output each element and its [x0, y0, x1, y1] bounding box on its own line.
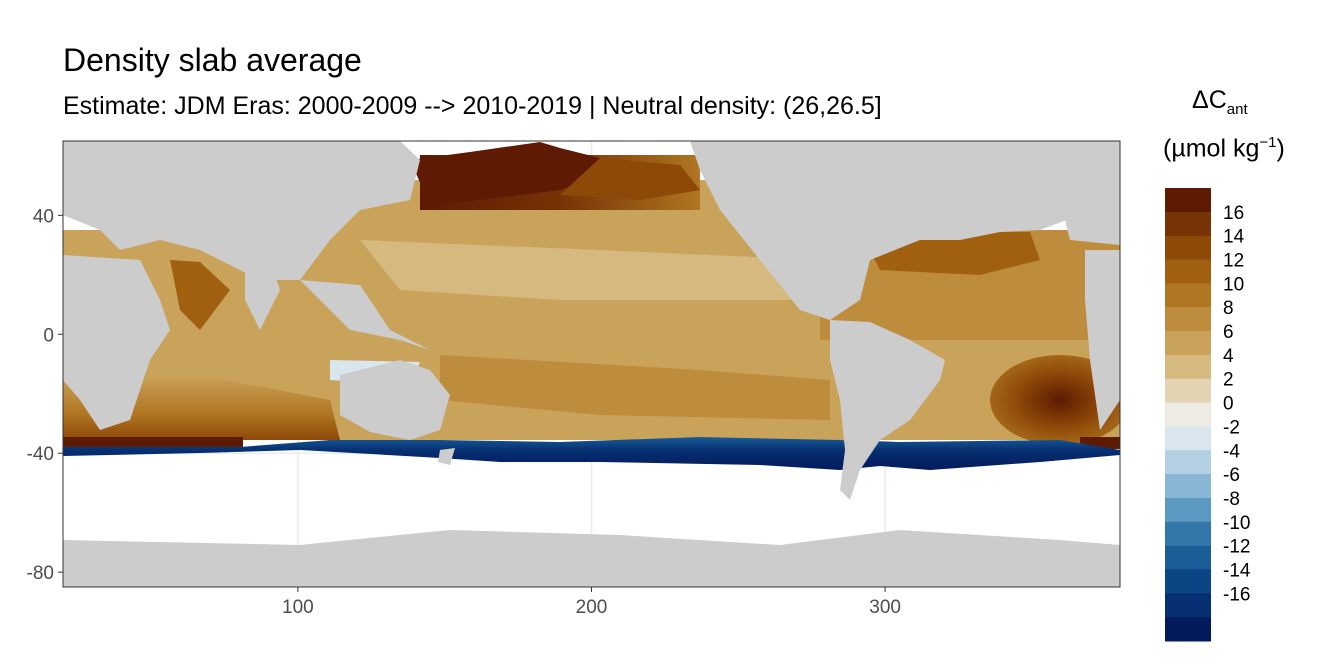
equatorial-band	[460, 300, 830, 350]
south-america-land	[830, 320, 945, 500]
north-america-land	[690, 141, 1120, 320]
tasmania-land	[438, 448, 455, 465]
africa-land	[63, 255, 170, 430]
legend-units-exponent: −1	[1259, 134, 1277, 151]
eurasia-land	[63, 141, 420, 280]
legend-label: 6	[1223, 322, 1234, 343]
legend-label: 16	[1223, 203, 1244, 224]
x-tick-label: 300	[869, 597, 901, 618]
legend-color-swatch	[1165, 497, 1211, 523]
map-panel	[63, 141, 1120, 587]
chart-subtitle: Estimate: JDM Eras: 2000-2009 --> 2010-2…	[63, 92, 882, 120]
legend-label: -2	[1223, 417, 1240, 438]
kuroshio-extension-high	[410, 142, 610, 205]
legend-color-swatch	[1165, 521, 1211, 547]
legend-units-main: (µmol kg	[1163, 134, 1260, 163]
australia-land	[340, 360, 450, 440]
legend-color-swatch	[1165, 378, 1211, 404]
legend-color-swatch	[1165, 188, 1211, 213]
legend-color-swatch	[1165, 259, 1211, 284]
legend-title-symbol: ΔC	[1192, 86, 1227, 114]
legend-label: 2	[1223, 370, 1234, 391]
legend-title-variable: ΔCant	[1192, 86, 1248, 118]
legend-color-swatch	[1165, 450, 1211, 475]
chart-title: Density slab average	[63, 42, 362, 78]
legend-label: -6	[1223, 465, 1240, 486]
subtropical-light-band	[360, 240, 820, 300]
x-tick-label: 100	[282, 597, 314, 618]
south-atlantic-high	[990, 355, 1120, 445]
legend-color-swatch	[1165, 426, 1211, 451]
legend-color-swatch	[1165, 283, 1211, 308]
indian-38s-strip	[63, 437, 243, 447]
legend-color-swatch	[1165, 307, 1211, 332]
legend-label: -16	[1223, 584, 1250, 605]
y-tick-label: 0	[43, 325, 54, 346]
india-land	[245, 260, 280, 330]
legend-label: 8	[1223, 298, 1234, 319]
legend-label: -4	[1223, 441, 1240, 462]
legend-label: 12	[1223, 251, 1244, 272]
legend-label: -14	[1223, 560, 1251, 581]
y-tick-label: -40	[27, 444, 54, 465]
north-pacific-subpolar	[560, 158, 700, 200]
legend-colorbar	[1165, 188, 1211, 642]
legend-label: 0	[1223, 394, 1234, 415]
legend-color-swatch	[1165, 211, 1211, 237]
legend-color-swatch	[1165, 569, 1211, 594]
south-pacific-band	[440, 355, 830, 420]
x-axis: 100 200 300	[282, 587, 901, 618]
west-africa-land	[1085, 250, 1120, 430]
y-tick-label: -80	[27, 563, 54, 584]
legend-label: -12	[1223, 537, 1250, 558]
y-tick-label: 40	[33, 206, 54, 227]
legend-label: -8	[1223, 489, 1240, 510]
legend-color-swatch	[1165, 402, 1211, 427]
legend-color-swatch	[1165, 235, 1211, 261]
europe-land	[1060, 141, 1120, 245]
landmasses	[63, 141, 1120, 587]
legend-label: -10	[1223, 513, 1250, 534]
antarctica-land	[63, 530, 1120, 587]
legend-label: 4	[1223, 346, 1234, 367]
legend-units-close: )	[1276, 134, 1285, 163]
legend-title-subscript: ant	[1226, 101, 1248, 118]
legend-title-units: (µmol kg−1)	[1163, 134, 1285, 163]
legend-color-swatch	[1165, 593, 1211, 618]
legend-label: 10	[1223, 274, 1244, 295]
y-axis: 40 0 -40 -80	[27, 206, 63, 584]
legend-color-swatch	[1165, 354, 1211, 380]
x-tick-label: 200	[576, 597, 608, 618]
legend-color-swatch	[1165, 331, 1211, 356]
legend-color-swatch	[1165, 545, 1211, 570]
maritime-southeast-asia-land	[300, 280, 430, 350]
arabian-sea-high	[170, 260, 230, 330]
legend-color-swatch	[1165, 617, 1211, 642]
legend-color-swatch	[1165, 474, 1211, 499]
legend-label: 14	[1223, 227, 1245, 248]
